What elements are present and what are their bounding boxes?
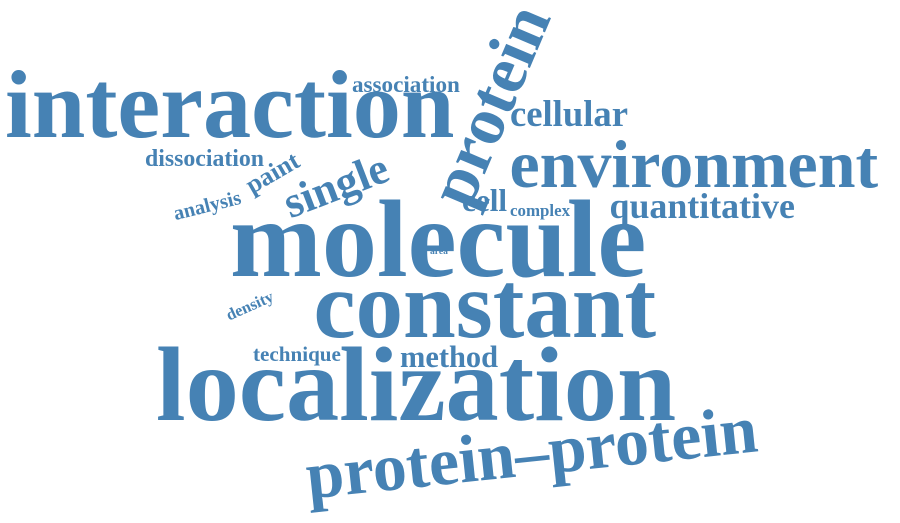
word-association: association [352, 72, 460, 98]
word-interaction: interaction [5, 50, 455, 158]
word-constant: constant [313, 251, 657, 358]
word-cell: cell [462, 183, 508, 218]
word-dissociation: dissociation [145, 145, 265, 172]
word-quantitative: quantitative [609, 186, 795, 226]
word-technique: technique [253, 341, 341, 366]
word-cellular: cellular [510, 92, 628, 134]
word-environment: environment [509, 125, 879, 202]
word-complex: complex [510, 200, 571, 220]
word-method: method [400, 340, 499, 374]
word-localization: localization [156, 325, 677, 444]
word-molecule: molecule [230, 178, 647, 300]
word-area: area [430, 245, 448, 257]
